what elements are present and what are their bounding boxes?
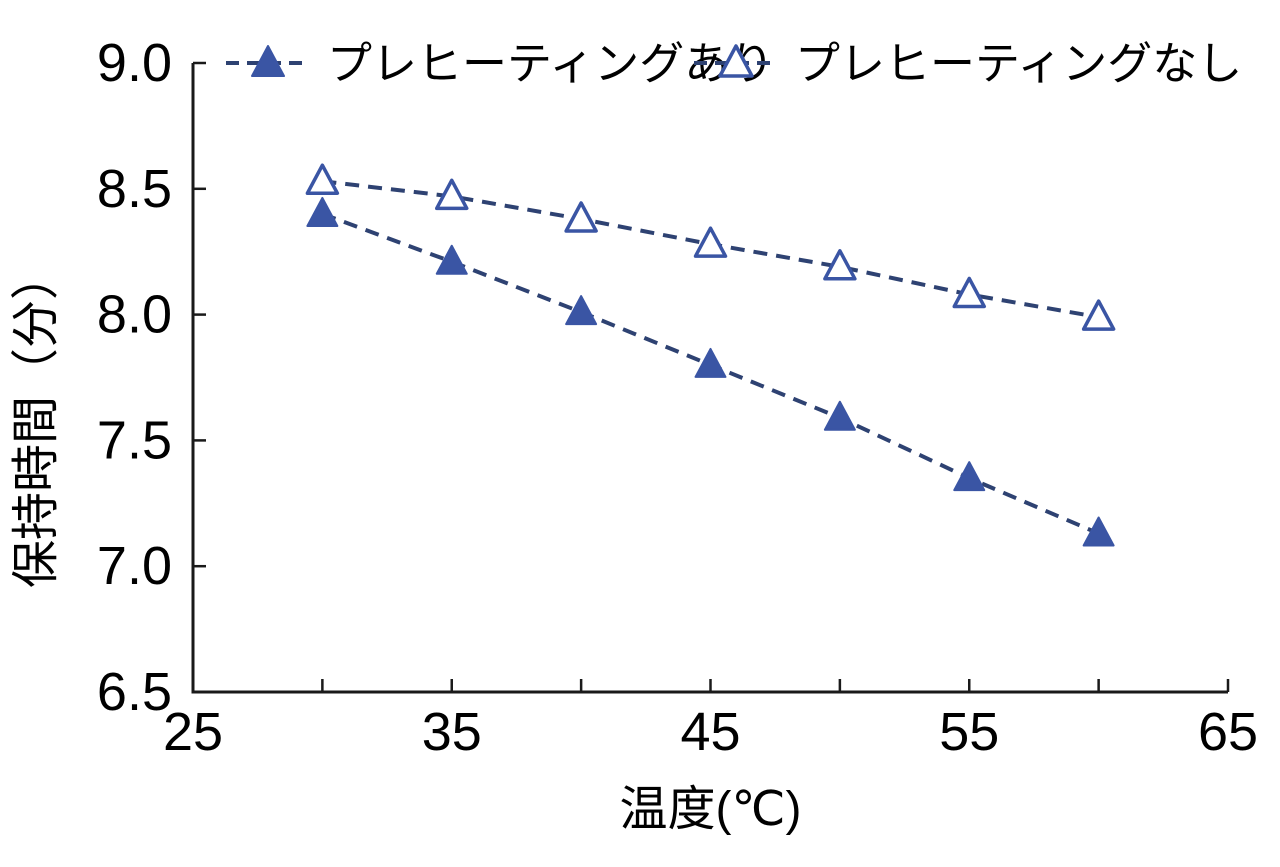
marker-open-triangle bbox=[693, 226, 728, 258]
marker-open-triangle bbox=[435, 178, 469, 211]
x-tick-label: 25 bbox=[163, 702, 223, 762]
x-axis-title: 温度(℃) bbox=[619, 783, 802, 836]
marker-open-triangle bbox=[305, 163, 340, 196]
x-tick-label: 45 bbox=[680, 702, 740, 762]
y-tick-label: 7.0 bbox=[97, 536, 172, 596]
marker-open-triangle bbox=[1081, 299, 1116, 331]
open-triangle-dashed-line-icon bbox=[694, 44, 778, 78]
x-tick-label: 55 bbox=[939, 702, 999, 762]
marker-filled-triangle bbox=[1082, 516, 1115, 547]
marker-filled-triangle bbox=[306, 196, 339, 227]
legend-item-preheating-off: プレヒーティングなし bbox=[694, 38, 1242, 88]
marker-open-triangle bbox=[564, 201, 598, 233]
x-tick-label: 35 bbox=[422, 702, 482, 762]
y-tick-label: 9.0 bbox=[97, 33, 172, 93]
marker-filled-triangle bbox=[823, 400, 856, 431]
y-tick-label: 6.5 bbox=[97, 662, 172, 722]
legend-item-preheating-on: プレヒーティングあり bbox=[226, 38, 774, 88]
x-tick-label: 65 bbox=[1198, 702, 1258, 762]
y-tick-label: 7.5 bbox=[97, 410, 172, 470]
legend-label-preheating-off: プレヒーティングなし bbox=[795, 37, 1243, 89]
y-axis-title: 保持時間（分） bbox=[10, 252, 63, 589]
marker-filled-triangle bbox=[435, 244, 468, 275]
marker-open-triangle bbox=[952, 276, 986, 309]
marker-open-triangle bbox=[823, 249, 857, 281]
marker-filled-triangle bbox=[694, 347, 727, 378]
filled-triangle-dashed-line-icon bbox=[226, 45, 310, 77]
y-tick-label: 8.5 bbox=[97, 159, 172, 219]
y-tick-label: 8.0 bbox=[97, 285, 172, 345]
marker-filled-triangle bbox=[565, 295, 598, 326]
marker-filled-triangle bbox=[953, 461, 986, 492]
